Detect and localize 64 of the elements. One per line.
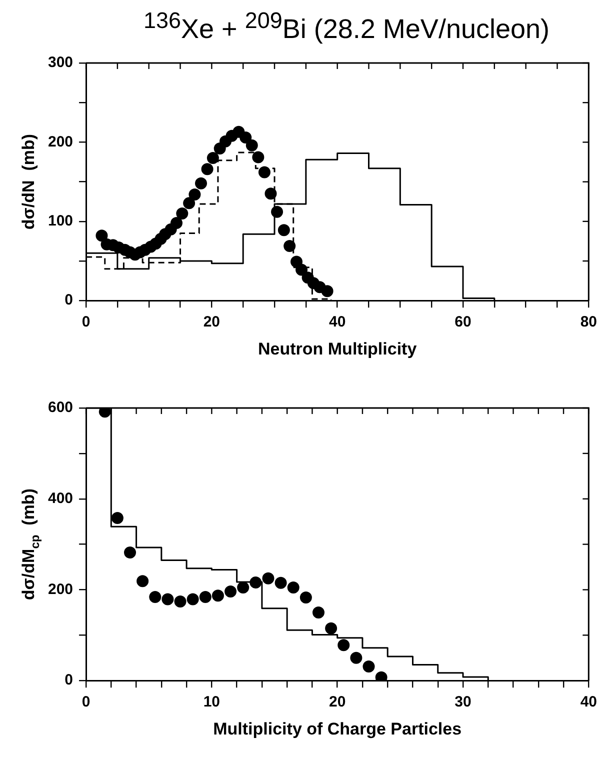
point bbox=[170, 216, 182, 229]
y-tick-label: 100 bbox=[48, 212, 74, 230]
point bbox=[274, 576, 287, 589]
point bbox=[206, 152, 219, 164]
point bbox=[96, 230, 108, 242]
y-tick-label: 400 bbox=[48, 490, 74, 508]
point bbox=[375, 671, 388, 681]
point bbox=[246, 139, 258, 152]
x-tick-label: 20 bbox=[329, 694, 346, 711]
point bbox=[183, 197, 196, 210]
point bbox=[338, 639, 350, 652]
x-tick-label: 80 bbox=[580, 314, 597, 331]
point bbox=[174, 596, 186, 608]
y-tick-label: 300 bbox=[48, 54, 74, 72]
x-tick-label: 40 bbox=[329, 314, 346, 331]
point bbox=[258, 166, 270, 178]
point bbox=[136, 575, 149, 588]
x-tick-label: 0 bbox=[82, 694, 90, 711]
point bbox=[162, 593, 174, 606]
point bbox=[278, 224, 290, 236]
y-axis-title: dσ/dN (mb) bbox=[19, 134, 38, 230]
x-tick-label: 60 bbox=[454, 314, 472, 331]
y-tick-label: 200 bbox=[48, 580, 74, 598]
point bbox=[111, 512, 124, 524]
point bbox=[325, 622, 338, 634]
point bbox=[252, 151, 264, 164]
x-tick-label: 10 bbox=[203, 694, 220, 711]
point bbox=[250, 576, 262, 588]
point bbox=[240, 131, 252, 144]
point bbox=[287, 581, 300, 594]
point bbox=[350, 652, 362, 664]
point bbox=[98, 408, 111, 418]
point bbox=[199, 591, 212, 604]
point bbox=[321, 285, 334, 298]
point bbox=[312, 606, 324, 618]
point bbox=[296, 264, 308, 276]
x-tick-label: 30 bbox=[454, 694, 472, 711]
point bbox=[186, 593, 199, 606]
point bbox=[149, 591, 162, 604]
y-tick-label: 200 bbox=[48, 133, 74, 150]
point bbox=[264, 188, 277, 200]
point bbox=[224, 586, 237, 598]
chart-title: $^{136}$Xe + $^{209}$Bi (28.2 MeV/nucleon) bbox=[142, 7, 551, 46]
x-tick-label: 40 bbox=[580, 694, 597, 711]
point bbox=[362, 660, 375, 673]
x-tick-label: 0 bbox=[82, 314, 90, 331]
x-tick-label: 20 bbox=[203, 314, 220, 331]
point bbox=[300, 591, 312, 604]
y-axis-title: dσ/dMcp (mb) bbox=[19, 488, 42, 600]
point bbox=[124, 546, 136, 558]
y-tick-label: 600 bbox=[48, 399, 74, 416]
point bbox=[176, 207, 188, 220]
y-tick-label: 0 bbox=[64, 292, 74, 309]
y-tick-label: 0 bbox=[64, 672, 74, 689]
point bbox=[188, 188, 201, 200]
x-axis-title: Neutron Multiplicity bbox=[258, 339, 418, 358]
point bbox=[262, 572, 274, 584]
point bbox=[284, 240, 296, 252]
point bbox=[237, 581, 250, 594]
point bbox=[212, 590, 224, 602]
x-axis-title: Multiplicity of Charge Particles bbox=[213, 719, 462, 738]
point bbox=[195, 177, 208, 190]
point bbox=[271, 206, 284, 218]
point bbox=[201, 163, 214, 176]
